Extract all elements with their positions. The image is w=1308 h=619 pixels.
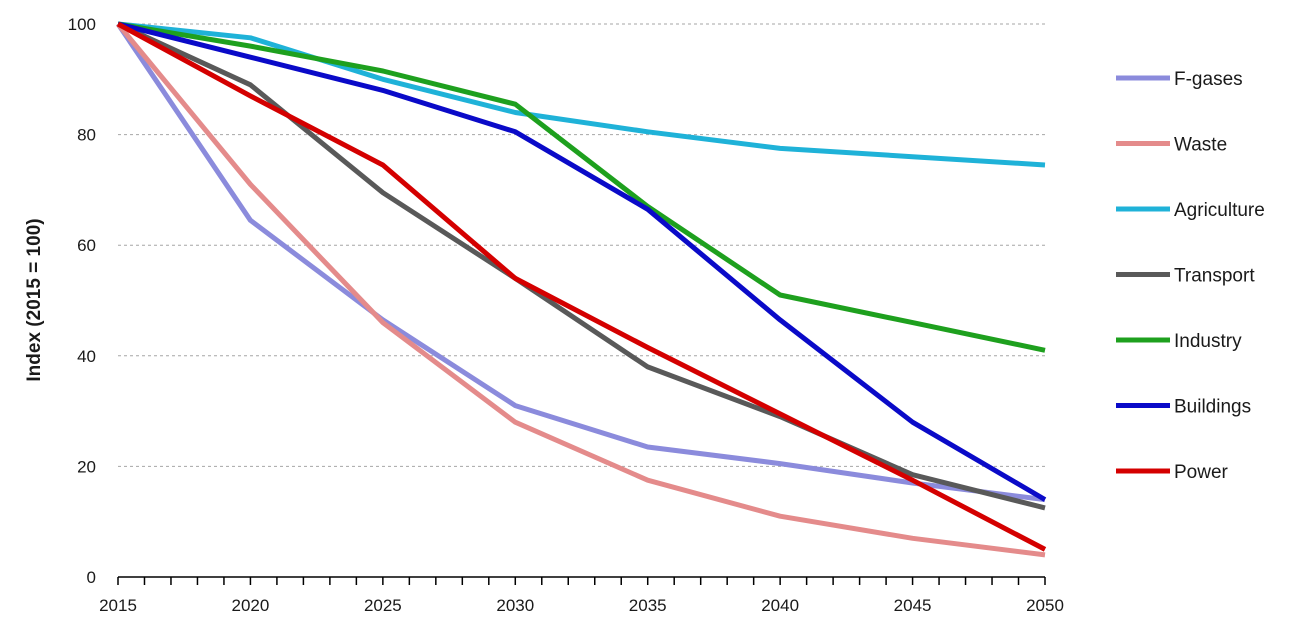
series-line-f-gases <box>115 22 1046 503</box>
legend-label: Power <box>1174 462 1229 483</box>
y-tick-label: 60 <box>77 236 96 255</box>
legend-label: Agriculture <box>1174 200 1265 221</box>
x-tick-label: 2025 <box>364 596 402 615</box>
y-tick-label: 100 <box>68 15 96 34</box>
x-tick-label: 2050 <box>1026 596 1064 615</box>
series-line-waste <box>116 22 1046 558</box>
y-axis-label: Index (2015 = 100) <box>24 218 45 381</box>
series-line-buildings <box>117 21 1047 502</box>
legend-label: Transport <box>1174 266 1255 287</box>
y-tick-label: 0 <box>87 568 96 587</box>
x-tick-label: 2040 <box>761 596 799 615</box>
legend: F-gases Waste Agriculture Transport Industry… <box>1116 69 1265 483</box>
series-line-agriculture <box>117 21 1046 168</box>
x-tick-label: 2035 <box>629 596 667 615</box>
legend-label: F-gases <box>1174 69 1243 90</box>
series-line-industry <box>117 21 1046 353</box>
x-tick-label: 2030 <box>496 596 534 615</box>
y-tick-label: 80 <box>77 126 96 145</box>
y-tick-label: 40 <box>77 347 96 366</box>
legend-label: Buildings <box>1174 397 1251 418</box>
legend-label: Waste <box>1174 135 1227 156</box>
legend-label: Industry <box>1174 331 1242 352</box>
series-line-power <box>116 21 1047 552</box>
y-tick-label: 20 <box>77 457 96 476</box>
x-tick-label: 2015 <box>99 596 137 615</box>
series-lines <box>115 21 1047 558</box>
gridlines <box>118 23 1045 467</box>
x-tick-label: 2045 <box>894 596 932 615</box>
series-line-transport <box>116 21 1046 511</box>
x-tick-label: 2020 <box>232 596 270 615</box>
